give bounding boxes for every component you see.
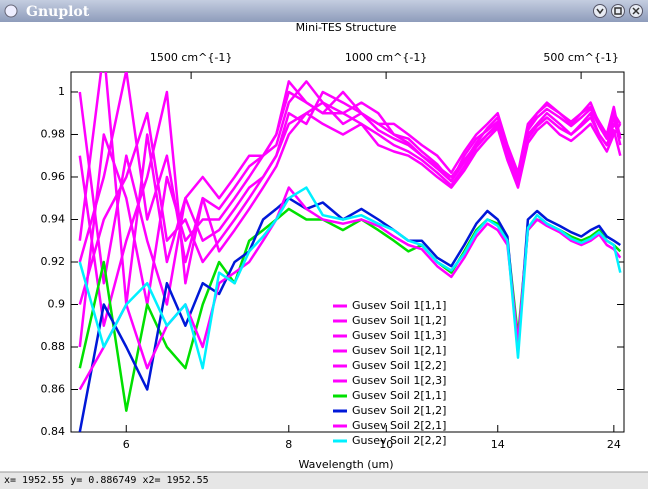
y-tick-label: 0.96	[41, 170, 66, 183]
legend-label: Gusev Soil 2[1,1]	[352, 389, 446, 402]
x2-tick-label: 500 cm^{-1}	[543, 51, 618, 64]
x-tick-label: 6	[123, 438, 130, 451]
legend-label: Gusev Soil 1[2,2]	[352, 359, 446, 372]
legend-label: Gusev Soil 1[2,1]	[352, 344, 446, 357]
chart-title: Mini-TES Structure	[296, 21, 397, 34]
status-bar	[0, 472, 648, 489]
status-text: x= 1952.55 y= 0.886749 x2= 1952.55	[4, 475, 209, 486]
x-tick-label: 8	[285, 438, 292, 451]
window-menu-icon[interactable]	[4, 4, 18, 18]
window-buttons	[593, 4, 643, 18]
data-line	[78, 186, 622, 370]
y-tick-label: 1	[58, 85, 65, 98]
minimize-button[interactable]	[593, 4, 607, 18]
data-line	[78, 80, 622, 348]
y-tick-label: 0.88	[41, 340, 66, 353]
legend-label: Gusev Soil 2[2,2]	[352, 434, 446, 447]
data-line	[78, 90, 622, 327]
y-tick-label: 0.9	[48, 297, 66, 310]
legend-label: Gusev Soil 1[1,3]	[352, 329, 446, 342]
legend-label: Gusev Soil 2[1,2]	[352, 404, 446, 417]
y-tick-label: 0.92	[41, 255, 66, 268]
y-tick-label: 0.94	[41, 212, 66, 225]
y-tick-label: 0.84	[41, 425, 66, 438]
x-tick-label: 10	[379, 438, 393, 451]
legend-label: Gusev Soil 1[2,3]	[352, 374, 446, 387]
x2-tick-label: 1000 cm^{-1}	[345, 51, 427, 64]
maximize-button[interactable]	[611, 4, 625, 18]
window-title: Gnuplot	[26, 4, 90, 20]
plot-lines	[78, 72, 622, 432]
legend-label: Gusev Soil 1[1,2]	[352, 314, 446, 327]
x-tick-label: 14	[491, 438, 505, 451]
data-line	[78, 72, 622, 264]
y-tick-label: 0.98	[41, 127, 66, 140]
x-tick-label: 24	[607, 438, 621, 451]
x2-tick-label: 1500 cm^{-1}	[150, 51, 232, 64]
data-line	[78, 196, 621, 432]
legend-label: Gusev Soil 2[2,1]	[352, 419, 446, 432]
title-bar	[0, 0, 648, 22]
y-tick-label: 0.86	[41, 382, 66, 395]
data-line	[78, 101, 622, 305]
legend-label: Gusev Soil 1[1,1]	[352, 299, 446, 312]
x-axis-label: Wavelength (um)	[298, 458, 393, 471]
plot-border	[70, 71, 625, 433]
